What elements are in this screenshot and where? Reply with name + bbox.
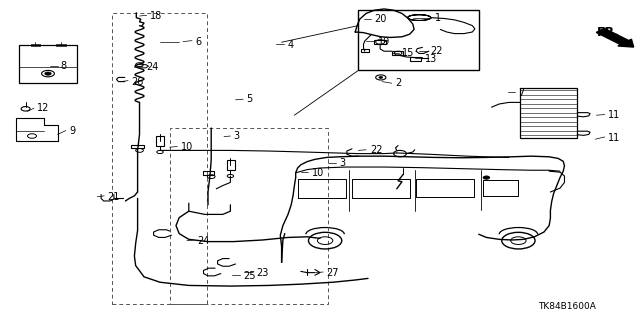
Text: 21: 21	[108, 192, 120, 202]
Text: 13: 13	[425, 54, 437, 64]
Bar	[156, 136, 164, 146]
Bar	[358, 10, 479, 70]
Text: 3: 3	[234, 131, 240, 141]
Text: 4: 4	[288, 40, 294, 50]
Text: 18: 18	[150, 11, 162, 21]
Bar	[19, 45, 77, 83]
Circle shape	[379, 76, 383, 78]
Bar	[203, 171, 214, 175]
Text: 9: 9	[69, 126, 76, 136]
Text: 11: 11	[608, 110, 620, 120]
Text: 10: 10	[180, 142, 193, 152]
Circle shape	[483, 176, 490, 179]
Text: 10: 10	[312, 168, 324, 178]
Text: 11: 11	[608, 132, 620, 143]
Text: 5: 5	[246, 94, 253, 104]
Text: 22: 22	[430, 46, 443, 56]
Bar	[392, 51, 403, 55]
Text: 12: 12	[37, 103, 49, 113]
Text: 27: 27	[326, 268, 339, 278]
Text: TK84B1600A: TK84B1600A	[538, 302, 595, 311]
Bar	[31, 44, 40, 46]
Bar	[131, 145, 144, 148]
Bar	[520, 88, 577, 138]
Bar	[56, 44, 66, 46]
Text: 8: 8	[61, 60, 67, 71]
FancyArrow shape	[596, 28, 634, 47]
Text: 24: 24	[197, 236, 209, 246]
Bar	[361, 49, 369, 52]
Text: 26: 26	[131, 76, 143, 87]
Text: 15: 15	[402, 48, 414, 59]
Bar	[227, 160, 235, 170]
Text: 19: 19	[378, 36, 390, 47]
Text: 23: 23	[256, 268, 268, 278]
Text: 22: 22	[370, 145, 383, 156]
Text: 6: 6	[195, 36, 202, 47]
Text: 2: 2	[396, 78, 402, 88]
Circle shape	[45, 72, 51, 75]
Text: 25: 25	[243, 271, 256, 281]
Text: 7: 7	[518, 88, 525, 98]
Text: 3: 3	[339, 158, 346, 168]
Text: FR.: FR.	[596, 26, 620, 39]
Bar	[410, 57, 421, 61]
Bar	[170, 128, 328, 304]
Bar	[112, 13, 207, 304]
Text: 20: 20	[374, 14, 387, 24]
Text: 24: 24	[146, 62, 158, 72]
Bar	[374, 40, 386, 44]
Text: 1: 1	[435, 12, 442, 23]
